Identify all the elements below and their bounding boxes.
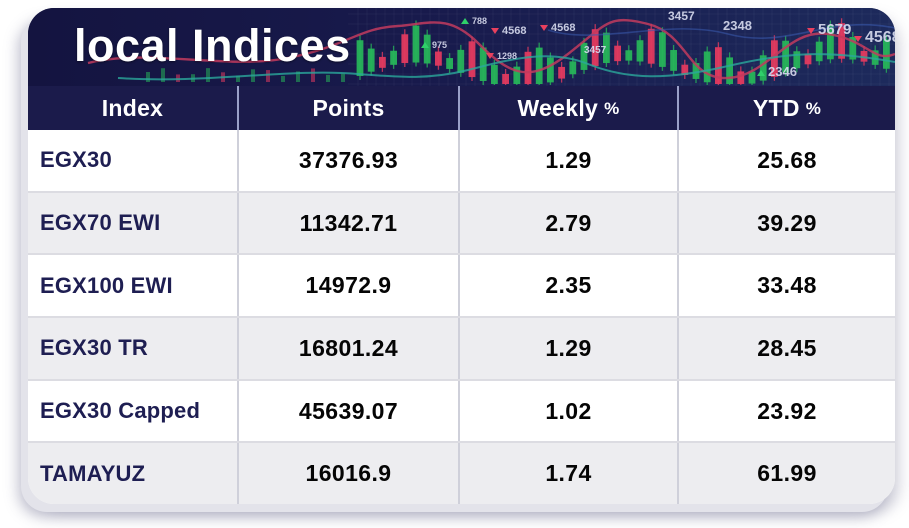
svg-text:2348: 2348 bbox=[723, 18, 752, 33]
table-row: EGX30 TR 16801.24 1.29 28.45 bbox=[28, 316, 895, 379]
ytd-percent-value: 28.45 bbox=[677, 318, 895, 379]
table-header: Index Points Weekly% YTD% bbox=[28, 86, 895, 130]
svg-text:4568: 4568 bbox=[502, 25, 526, 37]
svg-text:5679: 5679 bbox=[818, 21, 851, 38]
svg-text:4568: 4568 bbox=[865, 29, 895, 46]
index-name: TAMAYUZ bbox=[40, 460, 146, 486]
indices-card: 975 788 4568 4568 1298 3457 3457 2348 5679 4568 23… bbox=[28, 8, 895, 504]
points-value: 16016.9 bbox=[237, 443, 458, 504]
weekly-percent-value: 1.02 bbox=[458, 380, 677, 442]
table-row: EGX30 37376.93 1.29 25.68 bbox=[28, 130, 895, 191]
column-header-weekly: Weekly% bbox=[458, 86, 677, 130]
svg-text:1298: 1298 bbox=[497, 51, 517, 61]
svg-text:2346: 2346 bbox=[768, 64, 797, 79]
points-value: 45639.07 bbox=[237, 380, 458, 442]
svg-text:3457: 3457 bbox=[584, 45, 607, 56]
table-body: EGX30 37376.93 1.29 25.68 EGX70 EWI 11342.71 2… bbox=[28, 130, 895, 504]
ytd-percent-value: 61.99 bbox=[677, 443, 895, 504]
table-row: EGX30 Capped 45639.07 1.02 23.92 bbox=[28, 378, 895, 442]
column-header-points: Points bbox=[237, 86, 458, 130]
index-name: EGX100 EWI bbox=[40, 272, 173, 298]
percent-sign: % bbox=[805, 99, 822, 118]
index-name: EGX30 bbox=[40, 147, 112, 173]
points-value: 14972.9 bbox=[237, 255, 458, 317]
table-row: TAMAYUZ 16016.9 1.74 61.99 bbox=[28, 441, 895, 504]
svg-text:3457: 3457 bbox=[668, 9, 695, 23]
svg-text:975: 975 bbox=[432, 40, 447, 50]
points-value: 37376.93 bbox=[237, 130, 458, 191]
table-row: EGX100 EWI 14972.9 2.35 33.48 bbox=[28, 253, 895, 317]
weekly-percent-value: 1.29 bbox=[458, 318, 677, 379]
points-value: 11342.71 bbox=[237, 192, 458, 254]
percent-sign: % bbox=[604, 99, 620, 118]
weekly-percent-value: 2.79 bbox=[458, 192, 677, 254]
column-header-ytd: YTD% bbox=[677, 86, 895, 130]
page-title: local Indices bbox=[74, 20, 351, 71]
weekly-percent-value: 1.74 bbox=[458, 443, 677, 504]
svg-text:788: 788 bbox=[472, 16, 487, 26]
table-row: EGX70 EWI 11342.71 2.79 39.29 bbox=[28, 190, 895, 254]
svg-text:4568: 4568 bbox=[551, 22, 575, 34]
weekly-percent-value: 2.35 bbox=[458, 255, 677, 317]
weekly-percent-value: 1.29 bbox=[458, 130, 677, 191]
banner: 975 788 4568 4568 1298 3457 3457 2348 5679 4568 23… bbox=[28, 8, 895, 86]
candlestick-chart-decoration: 975 788 4568 4568 1298 3457 3457 2348 5679 4568 23… bbox=[28, 8, 895, 86]
points-value: 16801.24 bbox=[237, 318, 458, 379]
index-name: EGX30 TR bbox=[40, 335, 148, 361]
ytd-percent-value: 39.29 bbox=[677, 192, 895, 254]
ytd-percent-value: 33.48 bbox=[677, 255, 895, 317]
ytd-percent-value: 23.92 bbox=[677, 380, 895, 442]
column-header-index: Index bbox=[101, 94, 164, 121]
index-name: EGX70 EWI bbox=[40, 210, 161, 235]
ytd-percent-value: 25.68 bbox=[677, 130, 895, 191]
index-name: EGX30 Capped bbox=[40, 398, 201, 424]
